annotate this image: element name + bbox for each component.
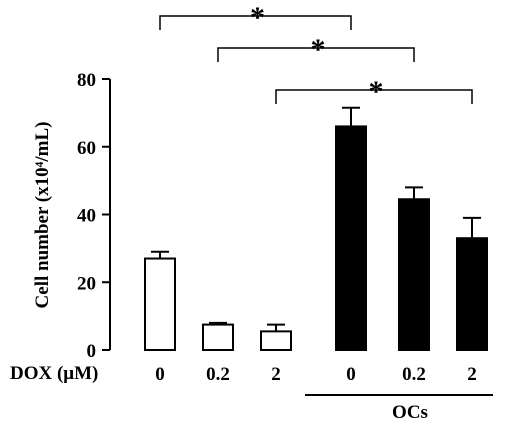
significance-star-1: * <box>250 1 265 34</box>
significance-star-2: * <box>311 33 326 66</box>
bar-1 <box>144 257 176 352</box>
y-axis-title: Cell number (x10⁴/mL) <box>32 122 53 309</box>
bar-5 <box>398 198 430 351</box>
bar-4 <box>335 125 367 351</box>
bar-3 <box>260 330 292 351</box>
x-tick-label-2: 0.2 <box>206 364 230 385</box>
significance-brackets: * * * <box>159 1 473 108</box>
significance-bracket-3 <box>275 89 473 104</box>
bar-6 <box>456 237 488 351</box>
y-tick-label: 60 <box>77 138 96 159</box>
x-tick-label-3: 2 <box>271 364 281 385</box>
x-axis-title: DOX (μM) <box>10 363 98 384</box>
significance-bracket-2 <box>217 47 415 62</box>
x-tick-label-6: 2 <box>467 364 477 385</box>
bar-2 <box>202 323 234 351</box>
significance-star-3: * <box>369 75 384 108</box>
x-tick-label-4: 0 <box>346 364 356 385</box>
group-label-ocs: OCs <box>392 402 428 423</box>
y-tick-label: 40 <box>77 206 96 227</box>
axes: 0 20 40 60 80 <box>77 70 111 362</box>
y-tick-label: 0 <box>87 341 97 362</box>
y-tick-label: 80 <box>77 70 96 91</box>
bars: 0 0.2 2 0 0.2 2 <box>144 106 488 385</box>
x-tick-label-5: 0.2 <box>402 364 426 385</box>
significance-bracket-1 <box>159 15 352 30</box>
x-tick-label-1: 0 <box>155 364 165 385</box>
y-tick-label: 20 <box>77 273 96 294</box>
